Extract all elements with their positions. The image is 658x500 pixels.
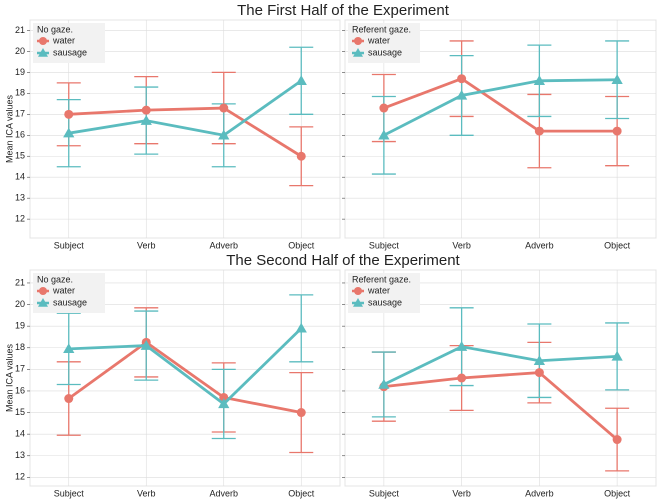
x-tick-label: Adverb bbox=[209, 488, 238, 498]
marker bbox=[533, 75, 545, 86]
x-tick-label: Adverb bbox=[525, 488, 554, 498]
legend-title: Referent gaze. bbox=[352, 274, 411, 284]
y-tick-label: 18 bbox=[15, 88, 25, 98]
legend-label: water bbox=[367, 285, 390, 295]
y-tick-label: 13 bbox=[15, 450, 25, 460]
marker bbox=[534, 126, 544, 136]
x-tick-label: Subject bbox=[54, 240, 85, 250]
legend-label: water bbox=[367, 35, 390, 45]
legend-label: sausage bbox=[368, 47, 402, 57]
y-axis-label: Mean ICA values bbox=[4, 343, 14, 412]
marker bbox=[296, 408, 306, 418]
y-tick-label: 14 bbox=[15, 172, 25, 182]
x-tick-label: Verb bbox=[452, 240, 471, 250]
marker bbox=[611, 350, 623, 361]
marker bbox=[64, 394, 74, 404]
series-line bbox=[68, 79, 303, 137]
marker bbox=[218, 129, 230, 140]
legend-marker bbox=[354, 37, 362, 45]
x-tick-label: Subject bbox=[369, 488, 400, 498]
marker bbox=[63, 343, 75, 354]
series-line bbox=[67, 340, 302, 414]
legend-marker bbox=[353, 48, 363, 57]
legend-label: sausage bbox=[368, 297, 402, 307]
x-tick-label: Subject bbox=[54, 488, 85, 498]
marker bbox=[219, 392, 229, 402]
legend-marker bbox=[353, 298, 363, 307]
x-tick-label: Subject bbox=[369, 240, 400, 250]
legend-label: sausage bbox=[53, 47, 87, 57]
x-tick-label: Verb bbox=[452, 488, 471, 498]
legend-label: sausage bbox=[53, 297, 87, 307]
series-line bbox=[68, 106, 302, 158]
y-tick-label: 17 bbox=[15, 364, 25, 374]
marker bbox=[457, 373, 467, 383]
y-tick-label: 17 bbox=[15, 109, 25, 119]
marker bbox=[296, 151, 306, 161]
legend-title: No gaze. bbox=[37, 24, 73, 34]
marker bbox=[456, 89, 468, 100]
legend-marker bbox=[39, 287, 47, 295]
y-tick-label: 12 bbox=[15, 214, 25, 224]
x-tick-label: Object bbox=[288, 240, 315, 250]
y-tick-label: 16 bbox=[15, 385, 25, 395]
y-tick-label: 19 bbox=[15, 67, 25, 77]
marker bbox=[218, 398, 230, 409]
legend-marker bbox=[39, 37, 47, 45]
series-line bbox=[68, 327, 303, 406]
y-tick-label: 15 bbox=[15, 407, 25, 417]
marker bbox=[533, 355, 545, 365]
marker bbox=[219, 103, 229, 113]
panel-title: The Second Half of the Experiment bbox=[226, 252, 460, 269]
y-tick-label: 20 bbox=[15, 299, 25, 309]
x-tick-label: Object bbox=[288, 488, 315, 498]
x-tick-label: Adverb bbox=[525, 240, 554, 250]
legend-label: water bbox=[52, 35, 75, 45]
y-tick-label: 15 bbox=[15, 151, 25, 161]
marker bbox=[295, 322, 307, 333]
x-tick-label: Adverb bbox=[209, 240, 238, 250]
y-tick-label: 13 bbox=[15, 193, 25, 203]
marker bbox=[611, 74, 623, 84]
legend-title: No gaze. bbox=[37, 274, 73, 284]
marker bbox=[140, 114, 152, 125]
y-tick-label: 12 bbox=[15, 472, 25, 482]
marker bbox=[378, 129, 390, 140]
y-tick-label: 20 bbox=[15, 46, 25, 56]
panel-title: The First Half of the Experiment bbox=[237, 2, 450, 19]
y-tick-label: 14 bbox=[15, 429, 25, 439]
marker bbox=[379, 103, 389, 113]
x-tick-label: Object bbox=[604, 240, 631, 250]
x-tick-label: Verb bbox=[137, 488, 156, 498]
y-tick-label: 21 bbox=[15, 277, 25, 287]
series-line bbox=[383, 78, 618, 137]
marker bbox=[140, 339, 152, 350]
marker bbox=[295, 75, 307, 86]
marker bbox=[378, 378, 390, 389]
series-line bbox=[383, 345, 618, 386]
marker bbox=[612, 435, 622, 445]
y-tick-label: 16 bbox=[15, 130, 25, 140]
marker bbox=[63, 127, 75, 138]
legend-marker bbox=[38, 48, 48, 57]
marker bbox=[612, 126, 622, 136]
series-line bbox=[383, 371, 619, 441]
marker bbox=[534, 368, 544, 378]
legend-marker bbox=[354, 287, 362, 295]
marker bbox=[456, 341, 468, 351]
x-tick-label: Object bbox=[604, 488, 631, 498]
marker bbox=[141, 105, 151, 115]
marker bbox=[64, 109, 74, 119]
legend-title: Referent gaze. bbox=[352, 24, 411, 34]
legend-marker bbox=[38, 298, 48, 307]
x-tick-label: Verb bbox=[137, 240, 156, 250]
legend-label: water bbox=[52, 285, 75, 295]
y-axis-label: Mean ICA values bbox=[4, 94, 14, 163]
series-line bbox=[383, 77, 618, 133]
y-tick-label: 19 bbox=[15, 321, 25, 331]
y-tick-label: 18 bbox=[15, 342, 25, 352]
marker bbox=[457, 74, 467, 84]
y-tick-label: 21 bbox=[15, 25, 25, 35]
